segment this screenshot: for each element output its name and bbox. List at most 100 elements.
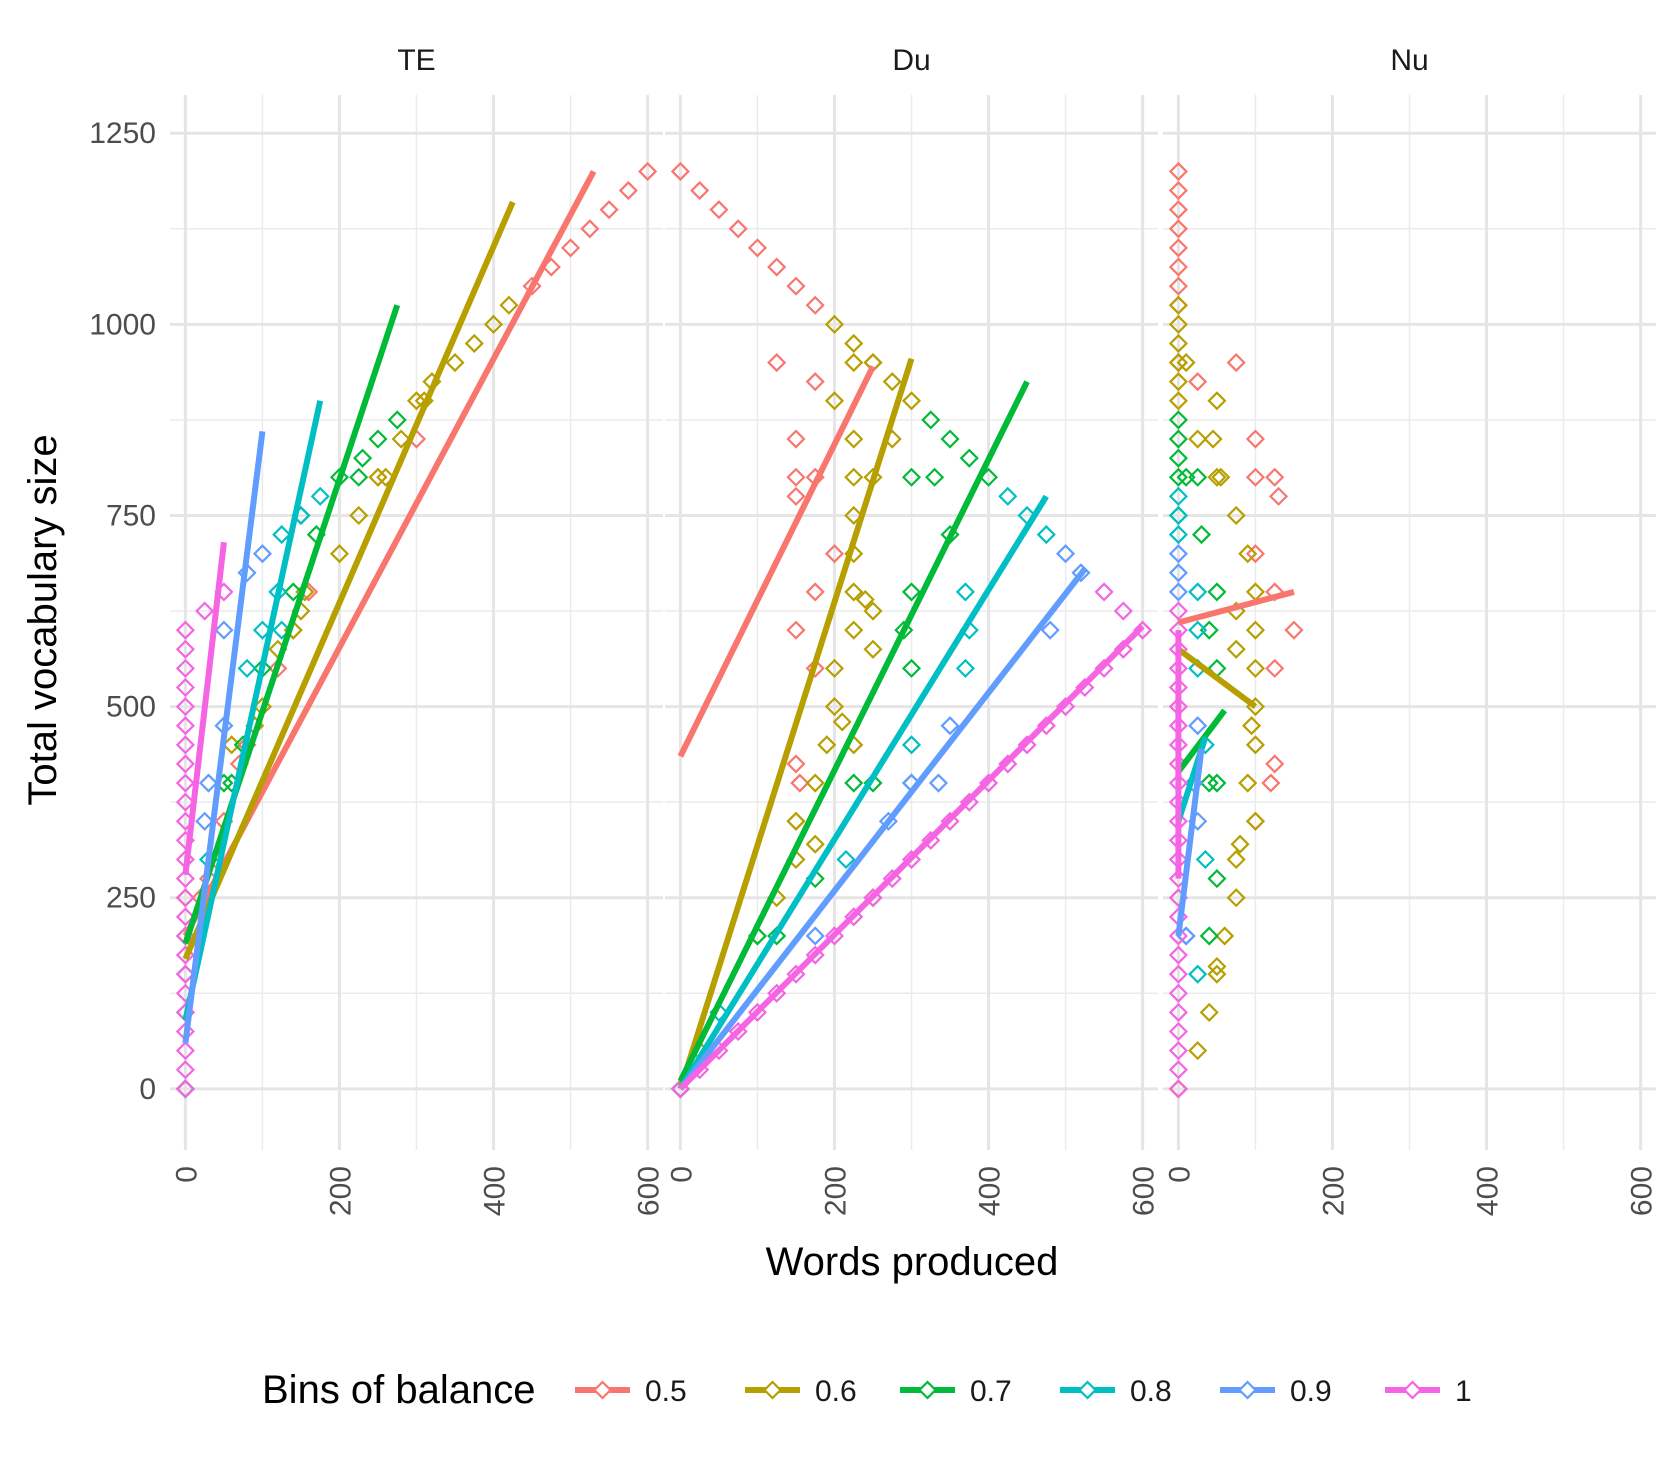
trend-line [1177, 589, 1295, 626]
data-point [1094, 658, 1114, 678]
data-point [1168, 161, 1188, 182]
x-tick-label: 400 [479, 1166, 512, 1216]
data-point [844, 429, 864, 449]
facet-panel-te: TE 0 200 400 600 0 250 500 750 1000 1250 [89, 44, 665, 1216]
legend-key-marker [592, 1380, 613, 1400]
data-point [175, 792, 195, 812]
trend-line [678, 567, 1088, 1091]
y-tick-label: 1000 [89, 308, 156, 341]
data-point [1168, 1060, 1188, 1080]
legend-keys: 0.5 0.6 0.7 0.8 0.9 1 [575, 1375, 1472, 1408]
data-point [1207, 391, 1227, 411]
data-point [175, 639, 195, 659]
data-point [283, 582, 303, 602]
x-tick-label: 0 [170, 1166, 203, 1183]
data-point [728, 219, 748, 239]
data-point [376, 467, 396, 487]
legend-key-marker [1237, 1380, 1258, 1400]
data-point [824, 544, 845, 564]
data-point [1036, 525, 1056, 545]
data-point [1188, 620, 1208, 640]
data-point [272, 525, 292, 545]
data-point [805, 773, 825, 793]
data-point [1168, 219, 1188, 239]
data-point [836, 849, 856, 870]
trend-line [182, 400, 324, 1021]
data-point [580, 219, 600, 239]
trend-line [182, 304, 401, 945]
legend-key-marker [762, 1380, 783, 1400]
data-point [1168, 257, 1188, 277]
data-point [561, 238, 581, 258]
data-point [959, 792, 979, 812]
data-point [824, 314, 845, 334]
legend-item-0-5: 0.5 [575, 1375, 687, 1408]
x-axis-title: Words produced [766, 1240, 1059, 1284]
data-point [709, 200, 729, 220]
trend-line [182, 431, 266, 1044]
data-point [940, 811, 960, 831]
data-point [175, 620, 195, 640]
data-point [1238, 773, 1258, 793]
x-tick-label: 400 [974, 1166, 1007, 1216]
data-point [844, 620, 864, 640]
data-point [901, 658, 922, 678]
data-point [1226, 849, 1246, 870]
data-point [824, 658, 845, 678]
legend: Bins of balance 0.5 0.6 0.7 0.8 0.9 1 [262, 1368, 1472, 1412]
y-tick-label: 0 [139, 1073, 156, 1106]
data-point [1168, 238, 1188, 258]
data-point [978, 773, 999, 793]
data-point [1168, 333, 1188, 354]
trend-line [182, 541, 227, 876]
data-point [1036, 716, 1056, 736]
data-point [1168, 353, 1188, 373]
data-point [618, 181, 638, 201]
data-point [1245, 429, 1265, 449]
facet-panel-nu: Nu 0 200 400 600 [1163, 44, 1658, 1216]
legend-key-marker [917, 1380, 938, 1400]
data-point [1075, 677, 1095, 698]
data-point [1168, 601, 1188, 621]
data-point [805, 834, 825, 854]
data-point [1168, 544, 1188, 564]
data-point [1207, 773, 1227, 793]
data-point [175, 677, 195, 698]
x-tick-label: 400 [1472, 1166, 1505, 1216]
trend-line [677, 380, 1030, 1083]
data-point [901, 849, 922, 870]
data-point [368, 467, 388, 487]
data-point [175, 1041, 195, 1061]
data-point [863, 601, 883, 621]
data-point [1040, 620, 1060, 640]
x-tick-label: 600 [1128, 1166, 1161, 1216]
data-point [805, 372, 825, 392]
data-point [1245, 467, 1265, 487]
data-point [1215, 926, 1235, 946]
y-tick-label: 500 [106, 691, 156, 724]
data-point [175, 658, 195, 678]
data-point [1211, 467, 1231, 487]
data-point [175, 735, 195, 755]
legend-title: Bins of balance [262, 1368, 536, 1412]
x-tick-label: 600 [1626, 1166, 1658, 1216]
data-point [844, 582, 864, 602]
data-point [1056, 544, 1076, 564]
data-point [1199, 773, 1219, 793]
data-point [844, 333, 864, 354]
data-point [1268, 486, 1289, 506]
legend-label: 1 [1455, 1375, 1472, 1408]
data-point [252, 544, 272, 564]
data-point [855, 590, 875, 610]
data-point [824, 391, 845, 411]
data-point [786, 429, 806, 449]
data-point [1168, 410, 1188, 430]
data-point [1168, 525, 1188, 545]
data-point [1168, 429, 1188, 449]
data-point [638, 161, 658, 182]
data-point [1094, 582, 1114, 602]
data-point [955, 658, 975, 678]
data-point [863, 639, 883, 659]
legend-item-0-8: 0.8 [1060, 1375, 1172, 1408]
